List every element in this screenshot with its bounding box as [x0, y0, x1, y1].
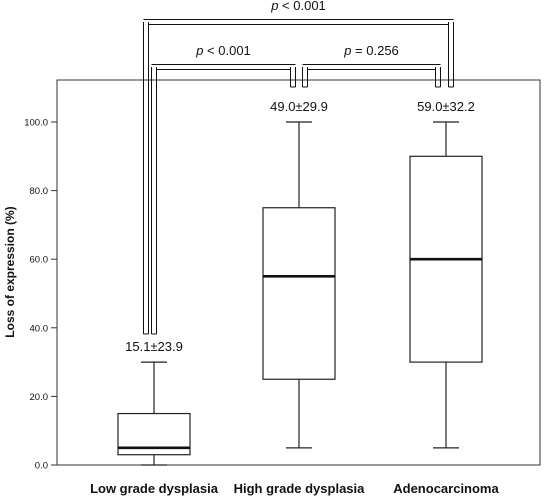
y-axis-label: Loss of expression (%): [3, 206, 17, 337]
p-value-label: p = 0.256: [343, 43, 399, 58]
y-tick-label: 60.0: [30, 255, 49, 266]
summary-label: 59.0±32.2: [417, 99, 475, 114]
p-value-symbol: p: [343, 43, 351, 58]
x-category-labels: Low grade dysplasia High grade dysplasia A…: [90, 481, 499, 496]
y-tick-label: 0.0: [35, 461, 48, 472]
p-value-text: < 0.001: [203, 43, 250, 58]
y-tick-label: 40.0: [30, 323, 49, 334]
box-2: [409, 121, 483, 449]
comparison-bracket-2: p < 0.001: [143, 0, 454, 335]
x-category-label: Adenocarcinoma: [393, 481, 499, 496]
x-category-label: Low grade dysplasia: [90, 481, 219, 496]
comparison-bracket-0: p < 0.001: [151, 43, 296, 335]
box-1: [262, 121, 336, 449]
x-category-label: High grade dysplasia: [234, 481, 366, 496]
summary-label: 49.0±29.9: [270, 99, 328, 114]
p-value-label: p < 0.001: [195, 43, 251, 58]
y-tick-label: 20.0: [30, 392, 49, 403]
iqr-box: [262, 207, 336, 380]
summary-labels: 15.1±23.9 49.0±29.9 59.0±32.2: [125, 99, 475, 354]
y-tick-label: 100.0: [24, 118, 48, 129]
p-value-text: = 0.256: [351, 43, 398, 58]
p-value-text: < 0.001: [278, 0, 325, 13]
p-value-symbol: p: [195, 43, 203, 58]
y-tick-label: 80.0: [30, 186, 49, 197]
y-ticks: 0.0 20.0 40.0 60.0 80.0 100.0: [24, 118, 57, 472]
box-0: [117, 361, 191, 466]
boxes: [117, 121, 483, 466]
p-value-label: p < 0.001: [270, 0, 326, 13]
comparison-bracket-1: p = 0.256: [302, 43, 441, 88]
p-value-symbol: p: [270, 0, 278, 13]
summary-label: 15.1±23.9: [125, 339, 183, 354]
